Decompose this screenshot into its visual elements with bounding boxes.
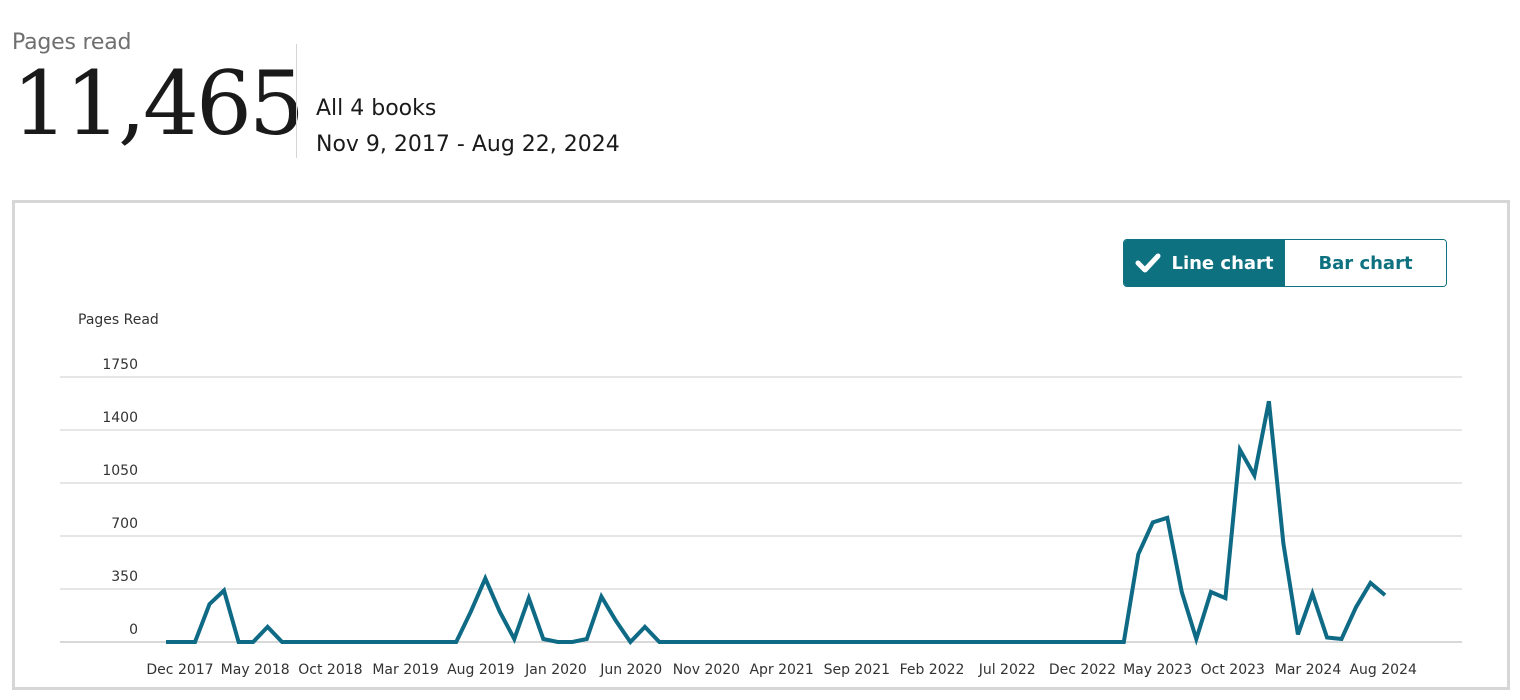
x-tick-label: Aug 2019 xyxy=(447,662,514,678)
checkmark-icon xyxy=(1135,252,1161,274)
pages-read-total: 11,465 xyxy=(12,52,305,155)
x-tick-label: Dec 2017 xyxy=(146,662,213,678)
x-tick-label: Dec 2022 xyxy=(1049,662,1116,678)
pages-read-summary: Pages read xyxy=(12,30,131,55)
x-tick-label: May 2023 xyxy=(1123,662,1192,678)
x-tick-label: Apr 2021 xyxy=(749,662,813,678)
x-tick-label: Mar 2024 xyxy=(1275,662,1342,678)
x-tick-label: Sep 2021 xyxy=(824,662,890,678)
y-axis-title: Pages Read xyxy=(78,312,159,328)
line-chart-button[interactable]: Line chart xyxy=(1124,240,1285,286)
y-tick-label: 700 xyxy=(111,516,138,532)
y-tick-label: 1050 xyxy=(102,463,138,479)
bar-chart-button[interactable]: Bar chart xyxy=(1285,240,1446,286)
book-count: All 4 books xyxy=(316,96,437,121)
x-tick-label: Jan 2020 xyxy=(524,662,587,678)
pages-read-label: Pages read xyxy=(12,30,132,55)
x-tick-label: Feb 2022 xyxy=(900,662,965,678)
x-tick-label: Jul 2022 xyxy=(978,662,1036,678)
date-range: Nov 9, 2017 - Aug 22, 2024 xyxy=(316,132,620,157)
y-tick-label: 0 xyxy=(129,622,138,638)
y-tick-label: 1400 xyxy=(102,410,138,426)
x-tick-label: Jun 2020 xyxy=(599,662,662,678)
x-tick-label: Oct 2018 xyxy=(298,662,362,678)
bar-chart-label: Bar chart xyxy=(1318,252,1413,274)
chart-type-toggle: Line chart Bar chart xyxy=(1123,239,1447,287)
x-tick-label: Oct 2023 xyxy=(1201,662,1265,678)
x-tick-label: Aug 2024 xyxy=(1349,662,1417,678)
x-tick-label: Mar 2019 xyxy=(372,662,439,678)
x-tick-label: Nov 2020 xyxy=(673,662,740,678)
summary-divider xyxy=(296,44,297,158)
line-chart-label: Line chart xyxy=(1171,252,1274,274)
x-tick-label: May 2018 xyxy=(221,662,290,678)
y-tick-label: 350 xyxy=(111,569,138,585)
pages-read-series-line xyxy=(166,400,1387,646)
y-tick-label: 1750 xyxy=(102,357,138,373)
